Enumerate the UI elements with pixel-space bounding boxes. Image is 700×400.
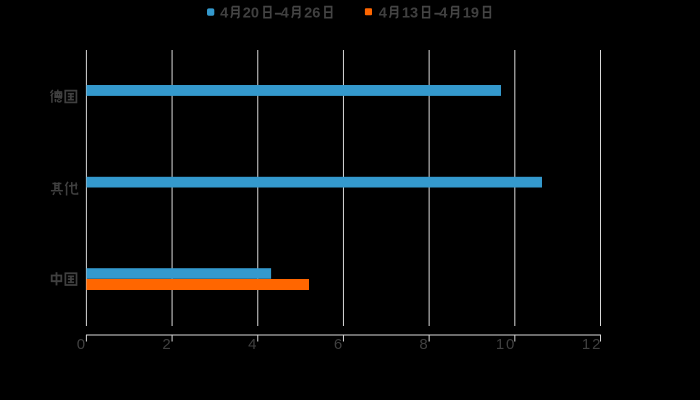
svg-text:4: 4 (379, 5, 388, 21)
svg-text:4: 4 (220, 5, 229, 21)
svg-text:1: 1 (582, 336, 590, 353)
svg-text:0: 0 (506, 336, 514, 353)
svg-text:4: 4 (248, 336, 256, 353)
svg-text:13: 13 (402, 5, 418, 21)
svg-text:19: 19 (463, 5, 479, 21)
svg-text:6: 6 (334, 336, 342, 353)
svg-text:4: 4 (281, 5, 290, 21)
svg-text:20: 20 (243, 5, 259, 21)
svg-text:26: 26 (304, 5, 320, 21)
svg-text:0: 0 (77, 336, 85, 353)
svg-text:2: 2 (592, 336, 600, 353)
svg-text:8: 8 (419, 336, 427, 353)
svg-text:1: 1 (496, 336, 504, 353)
svg-text:4: 4 (439, 5, 448, 21)
svg-text:2: 2 (162, 336, 170, 353)
